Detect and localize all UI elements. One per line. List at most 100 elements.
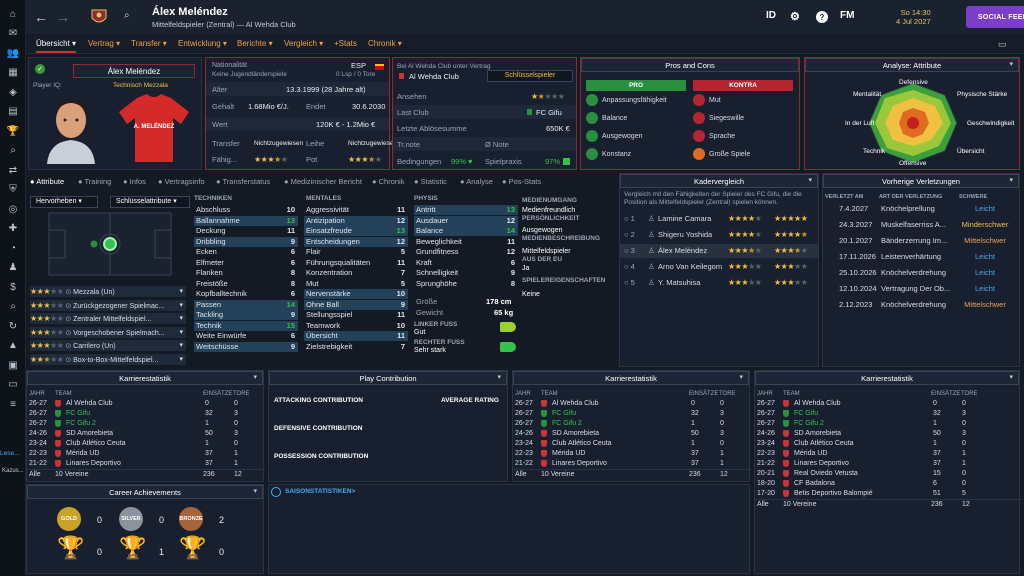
last-club[interactable]: FC Gifu xyxy=(536,108,562,117)
career-row[interactable]: 18-20 CF Badalona 6 0 xyxy=(757,479,966,487)
inbox-icon[interactable]: ✉ xyxy=(8,28,18,39)
tab-history[interactable]: Chronik ▾ xyxy=(368,39,402,48)
subtab-attribute[interactable]: ● Attribute xyxy=(30,177,65,186)
tab-stats[interactable]: +Stats xyxy=(334,39,357,48)
dropdown-icon[interactable]: ▾ xyxy=(1009,61,1013,68)
subtab-contract-info[interactable]: ● Vertragsinfo xyxy=(158,177,205,186)
subtab-pos-stats[interactable]: ● Pos-Stats xyxy=(502,177,542,186)
finance-icon[interactable]: $ xyxy=(10,281,16,293)
career-row[interactable]: 21-22 Linares Deportivo 37 1 xyxy=(515,459,724,467)
subtab-statistic[interactable]: ● Statistic xyxy=(414,177,447,186)
development-icon[interactable]: ▲ xyxy=(8,340,18,351)
squad-status[interactable]: Schlüsselspieler xyxy=(487,70,573,82)
medical-icon[interactable]: ✚ xyxy=(8,223,18,234)
career-row[interactable]: 24-26 SD Amorebieta 50 3 xyxy=(757,429,966,437)
forward-arrow-icon[interactable]: → xyxy=(56,9,70,25)
position-item[interactable]: ★★★★★ ⊙ Mezzala (Un) ▾ xyxy=(30,286,186,297)
media-icon[interactable]: ▭ xyxy=(8,379,18,390)
dropdown-icon[interactable]: ▾ xyxy=(808,177,812,184)
staff-icon[interactable]: ♟ xyxy=(8,262,18,273)
dropdown-icon[interactable]: ▾ xyxy=(1009,374,1013,381)
squad-row[interactable]: ○ 1 ♙ Lamine Camara ★★★★★ ★★★★★ xyxy=(624,214,808,223)
position-item[interactable]: ★★★★★ ⊙ Zentraler Mittelfeldspiel... ▾ xyxy=(30,313,186,324)
dropdown-icon[interactable]: ▾ xyxy=(497,374,501,381)
gear-icon[interactable]: ⚙ xyxy=(790,11,800,23)
subtab-analysis[interactable]: ● Analyse xyxy=(460,177,493,186)
tab-reports[interactable]: Berichte ▾ xyxy=(237,39,273,48)
career-row[interactable]: 26-27 Al Wehda Club 0 0 xyxy=(757,399,966,407)
competitions-icon[interactable]: 🏆 xyxy=(6,125,20,137)
search-icon[interactable]: ⌕ xyxy=(124,10,130,21)
career-row[interactable]: 20-21 Real Oviedo Vetusta 15 0 xyxy=(757,469,966,477)
squad-row[interactable]: ○ 2 ♙ Shigeru Yoshida ★★★★★ ★★★★★ xyxy=(624,230,808,239)
id-button[interactable]: ID xyxy=(766,10,776,21)
tab-contract[interactable]: Vertrag ▾ xyxy=(88,39,121,48)
career-row[interactable]: 26-27 Al Wehda Club 0 0 xyxy=(515,399,724,407)
career-row[interactable]: 22-23 Mérida UD 37 1 xyxy=(757,449,966,457)
history-icon[interactable]: ↻ xyxy=(8,320,18,332)
career-row[interactable]: 26-27 FC Gifu 32 3 xyxy=(757,409,966,417)
career-row[interactable]: 26-27 FC Gifu 32 3 xyxy=(515,409,724,417)
career-row[interactable]: 24-26 SD Amorebieta 50 3 xyxy=(515,429,724,437)
left-edge-text-a[interactable]: Lese... xyxy=(0,450,20,457)
tab-transfer[interactable]: Transfer ▾ xyxy=(131,39,167,48)
position-item[interactable]: ★★★★★ ⊙ Carrilero (Un) ▾ xyxy=(30,340,186,351)
position-item[interactable]: ★★★★★ ⊙ Box-to-Box-Mittelfeldspiel... ▾ xyxy=(30,353,186,365)
dropdown-icon[interactable]: ▾ xyxy=(739,374,743,381)
club-icon[interactable]: ⛨ xyxy=(9,184,17,195)
career-row[interactable]: 23-24 Club Atlético Ceuta 1 0 xyxy=(29,439,238,447)
season-stats-link[interactable]: SAISONSTATISTIKEN> xyxy=(285,488,356,495)
career-row[interactable]: 23-24 Club Atlético Ceuta 1 0 xyxy=(757,439,966,447)
tab-development[interactable]: Entwicklung ▾ xyxy=(178,39,227,48)
home-icon[interactable]: ⌂ xyxy=(9,8,17,20)
club-crest-icon[interactable] xyxy=(88,6,110,28)
data-hub-icon[interactable]: ◈ xyxy=(9,86,17,98)
date-time[interactable]: So 14:30 4 Jul 2027 xyxy=(896,8,931,26)
highlight-dropdown[interactable]: Hervorheben ▾ xyxy=(30,196,98,208)
career-row[interactable]: 26-27 Al Wehda Club 0 0 xyxy=(29,399,238,407)
career-row[interactable]: 21-22 Linares Deportivo 37 1 xyxy=(757,459,966,467)
subtab-history[interactable]: ● Chronik xyxy=(372,177,405,186)
career-row[interactable]: 22-23 Mérida UD 37 1 xyxy=(515,449,724,457)
training-icon[interactable]: ◎ xyxy=(8,203,18,215)
scouting-icon[interactable]: ⌕ xyxy=(10,145,16,156)
tactics-icon[interactable]: ▦ xyxy=(8,67,18,78)
search-icon[interactable]: ⌕ xyxy=(10,301,16,312)
transfer-status[interactable]: Nichtzugewiesen xyxy=(254,140,304,147)
career-row[interactable]: 26-27 FC Gifu 32 3 xyxy=(29,409,238,417)
key-attributes-dropdown[interactable]: Schlüsselattribute ▾ xyxy=(110,196,190,208)
career-row[interactable]: 21-22 Linares Deportivo 37 1 xyxy=(29,459,238,467)
fm-button[interactable]: FM xyxy=(840,10,855,21)
dynamics-icon[interactable]: ◔ xyxy=(9,242,17,254)
dropdown-icon[interactable]: ▾ xyxy=(253,488,257,495)
position-item[interactable]: ★★★★★ ⊙ Zurückgezogener Spielmac... ▾ xyxy=(30,299,186,311)
dropdown-icon[interactable]: ▾ xyxy=(253,374,257,381)
career-row[interactable]: 23-24 Club Atlético Ceuta 1 0 xyxy=(515,439,724,447)
career-row[interactable]: 24-26 SD Amorebieta 50 3 xyxy=(29,429,238,437)
loan-status[interactable]: Nichtzugewiesen xyxy=(348,140,398,147)
squad-row[interactable]: ○ 4 ♙ Arno Van Keilegom ★★★★★ ★★★★★ xyxy=(624,262,808,271)
help-icon[interactable]: ? xyxy=(816,11,828,23)
career-row[interactable]: 17-20 Betis Deportivo Balompié 51 5 xyxy=(757,489,966,497)
subtab-transfer-status[interactable]: ● Transferstatus xyxy=(216,177,271,186)
subtab-info[interactable]: ● Infos xyxy=(123,177,146,186)
subtab-training[interactable]: ● Training xyxy=(78,177,112,186)
tab-compare[interactable]: Vergleich ▾ xyxy=(284,39,324,48)
calendar-icon[interactable]: ▤ xyxy=(8,106,18,117)
position-item[interactable]: ★★★★★ ⊙ Vorgeschobener Spielmach... ▾ xyxy=(30,326,186,338)
squad-row[interactable]: ○ 3 ♙ Álex Meléndez ★★★★★ ★★★★★ xyxy=(620,244,818,258)
social-feed-button[interactable]: SOCIAL FEED xyxy=(966,6,1024,28)
monitor-icon[interactable]: ▭ xyxy=(998,39,1007,49)
subtab-medical[interactable]: ● Medizinischer Bericht xyxy=(284,177,362,186)
transfers-icon[interactable]: ⇄ xyxy=(8,164,18,176)
squad-icon[interactable]: 👥 xyxy=(6,47,20,59)
career-row[interactable]: 22-23 Mérida UD 37 1 xyxy=(29,449,238,457)
dropdown-icon[interactable]: ▾ xyxy=(1009,177,1013,184)
squad-row[interactable]: ○ 5 ♙ Y. Matsuhisa ★★★★★ ★★★★★ xyxy=(624,278,808,287)
back-arrow-icon[interactable]: ← xyxy=(34,9,48,25)
board-icon[interactable]: ▣ xyxy=(8,359,18,371)
tab-overview[interactable]: Übersicht ▾ xyxy=(36,39,77,53)
news-icon[interactable]: ≡ xyxy=(10,398,16,410)
